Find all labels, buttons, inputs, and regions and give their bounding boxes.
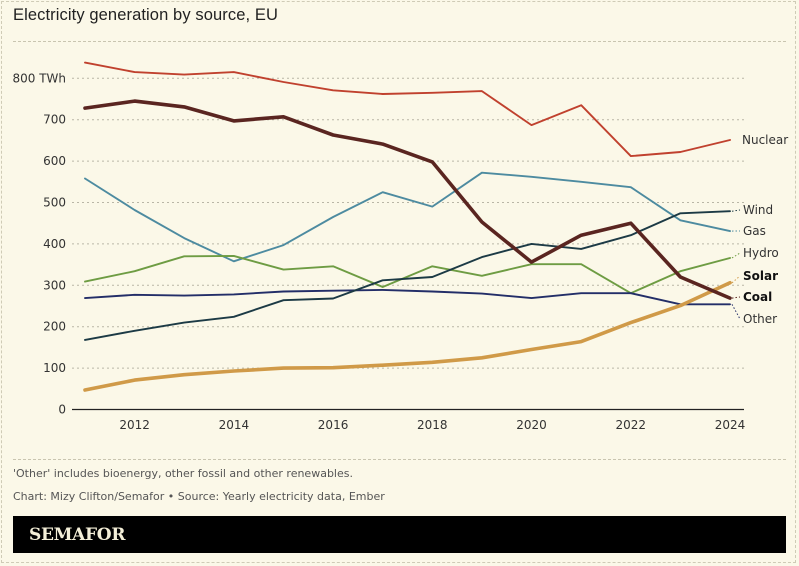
leader-line-solar bbox=[731, 275, 741, 284]
series-line-nuclear bbox=[84, 61, 731, 158]
series-label-wind: Wind bbox=[743, 203, 773, 217]
series-line-hydro bbox=[84, 254, 731, 295]
series-lines bbox=[83, 61, 732, 392]
series-label-hydro: Hydro bbox=[743, 246, 779, 260]
y-tick-label: 600 bbox=[43, 154, 66, 168]
y-tick-label: 500 bbox=[43, 196, 66, 210]
leader-line-wind bbox=[731, 209, 741, 212]
footnote: 'Other' includes bioenergy, other fossil… bbox=[13, 467, 353, 480]
chart-title: Electricity generation by source, EU bbox=[13, 6, 278, 24]
series-line-other bbox=[84, 288, 731, 306]
footer-divider bbox=[13, 459, 786, 460]
y-tick-label: 0 bbox=[58, 403, 66, 417]
series-label-nuclear: Nuclear bbox=[742, 133, 788, 147]
x-tick-label: 2016 bbox=[318, 418, 349, 432]
x-tick-label: 2020 bbox=[516, 418, 547, 432]
series-label-other: Other bbox=[743, 312, 777, 326]
y-axis-ticks: 0 100 200 300 400 500 600 700 800 TWh bbox=[12, 71, 66, 416]
y-tick-label: 200 bbox=[43, 320, 66, 334]
series-label-gas: Gas bbox=[743, 224, 766, 238]
x-tick-label: 2024 bbox=[715, 418, 746, 432]
x-axis-ticks: 2012 2014 2016 2018 2020 2022 2024 bbox=[119, 418, 745, 432]
x-tick-label: 2022 bbox=[615, 418, 646, 432]
series-line-gas bbox=[84, 171, 731, 263]
series-label-coal: Coal bbox=[743, 290, 772, 304]
leader-line-other bbox=[731, 304, 741, 320]
x-tick-label: 2018 bbox=[417, 418, 448, 432]
series-line-coal bbox=[83, 99, 732, 300]
series-line-wind bbox=[84, 210, 731, 341]
leader-line-coal bbox=[731, 296, 741, 299]
y-tick-label: 700 bbox=[43, 113, 66, 127]
series-label-solar: Solar bbox=[743, 269, 778, 283]
brand-bar: SEMAFOR bbox=[13, 516, 786, 553]
y-tick-label: 400 bbox=[43, 237, 66, 251]
y-tick-label: 300 bbox=[43, 278, 66, 292]
y-tick-label: 800 TWh bbox=[12, 71, 66, 85]
series-labels: Nuclear Wind Gas Hydro Solar Coal Other bbox=[731, 133, 788, 326]
series-line-solar bbox=[83, 280, 732, 392]
semafor-logo[interactable]: SEMAFOR bbox=[29, 525, 126, 545]
source-credit: Chart: Mizy Clifton/Semafor • Source: Ye… bbox=[13, 490, 385, 503]
y-tick-label: 100 bbox=[43, 361, 66, 375]
gridlines bbox=[72, 77, 744, 369]
title-divider bbox=[13, 41, 786, 42]
leader-line-hydro bbox=[731, 252, 741, 259]
x-tick-label: 2014 bbox=[219, 418, 250, 432]
x-tick-label: 2012 bbox=[119, 418, 150, 432]
